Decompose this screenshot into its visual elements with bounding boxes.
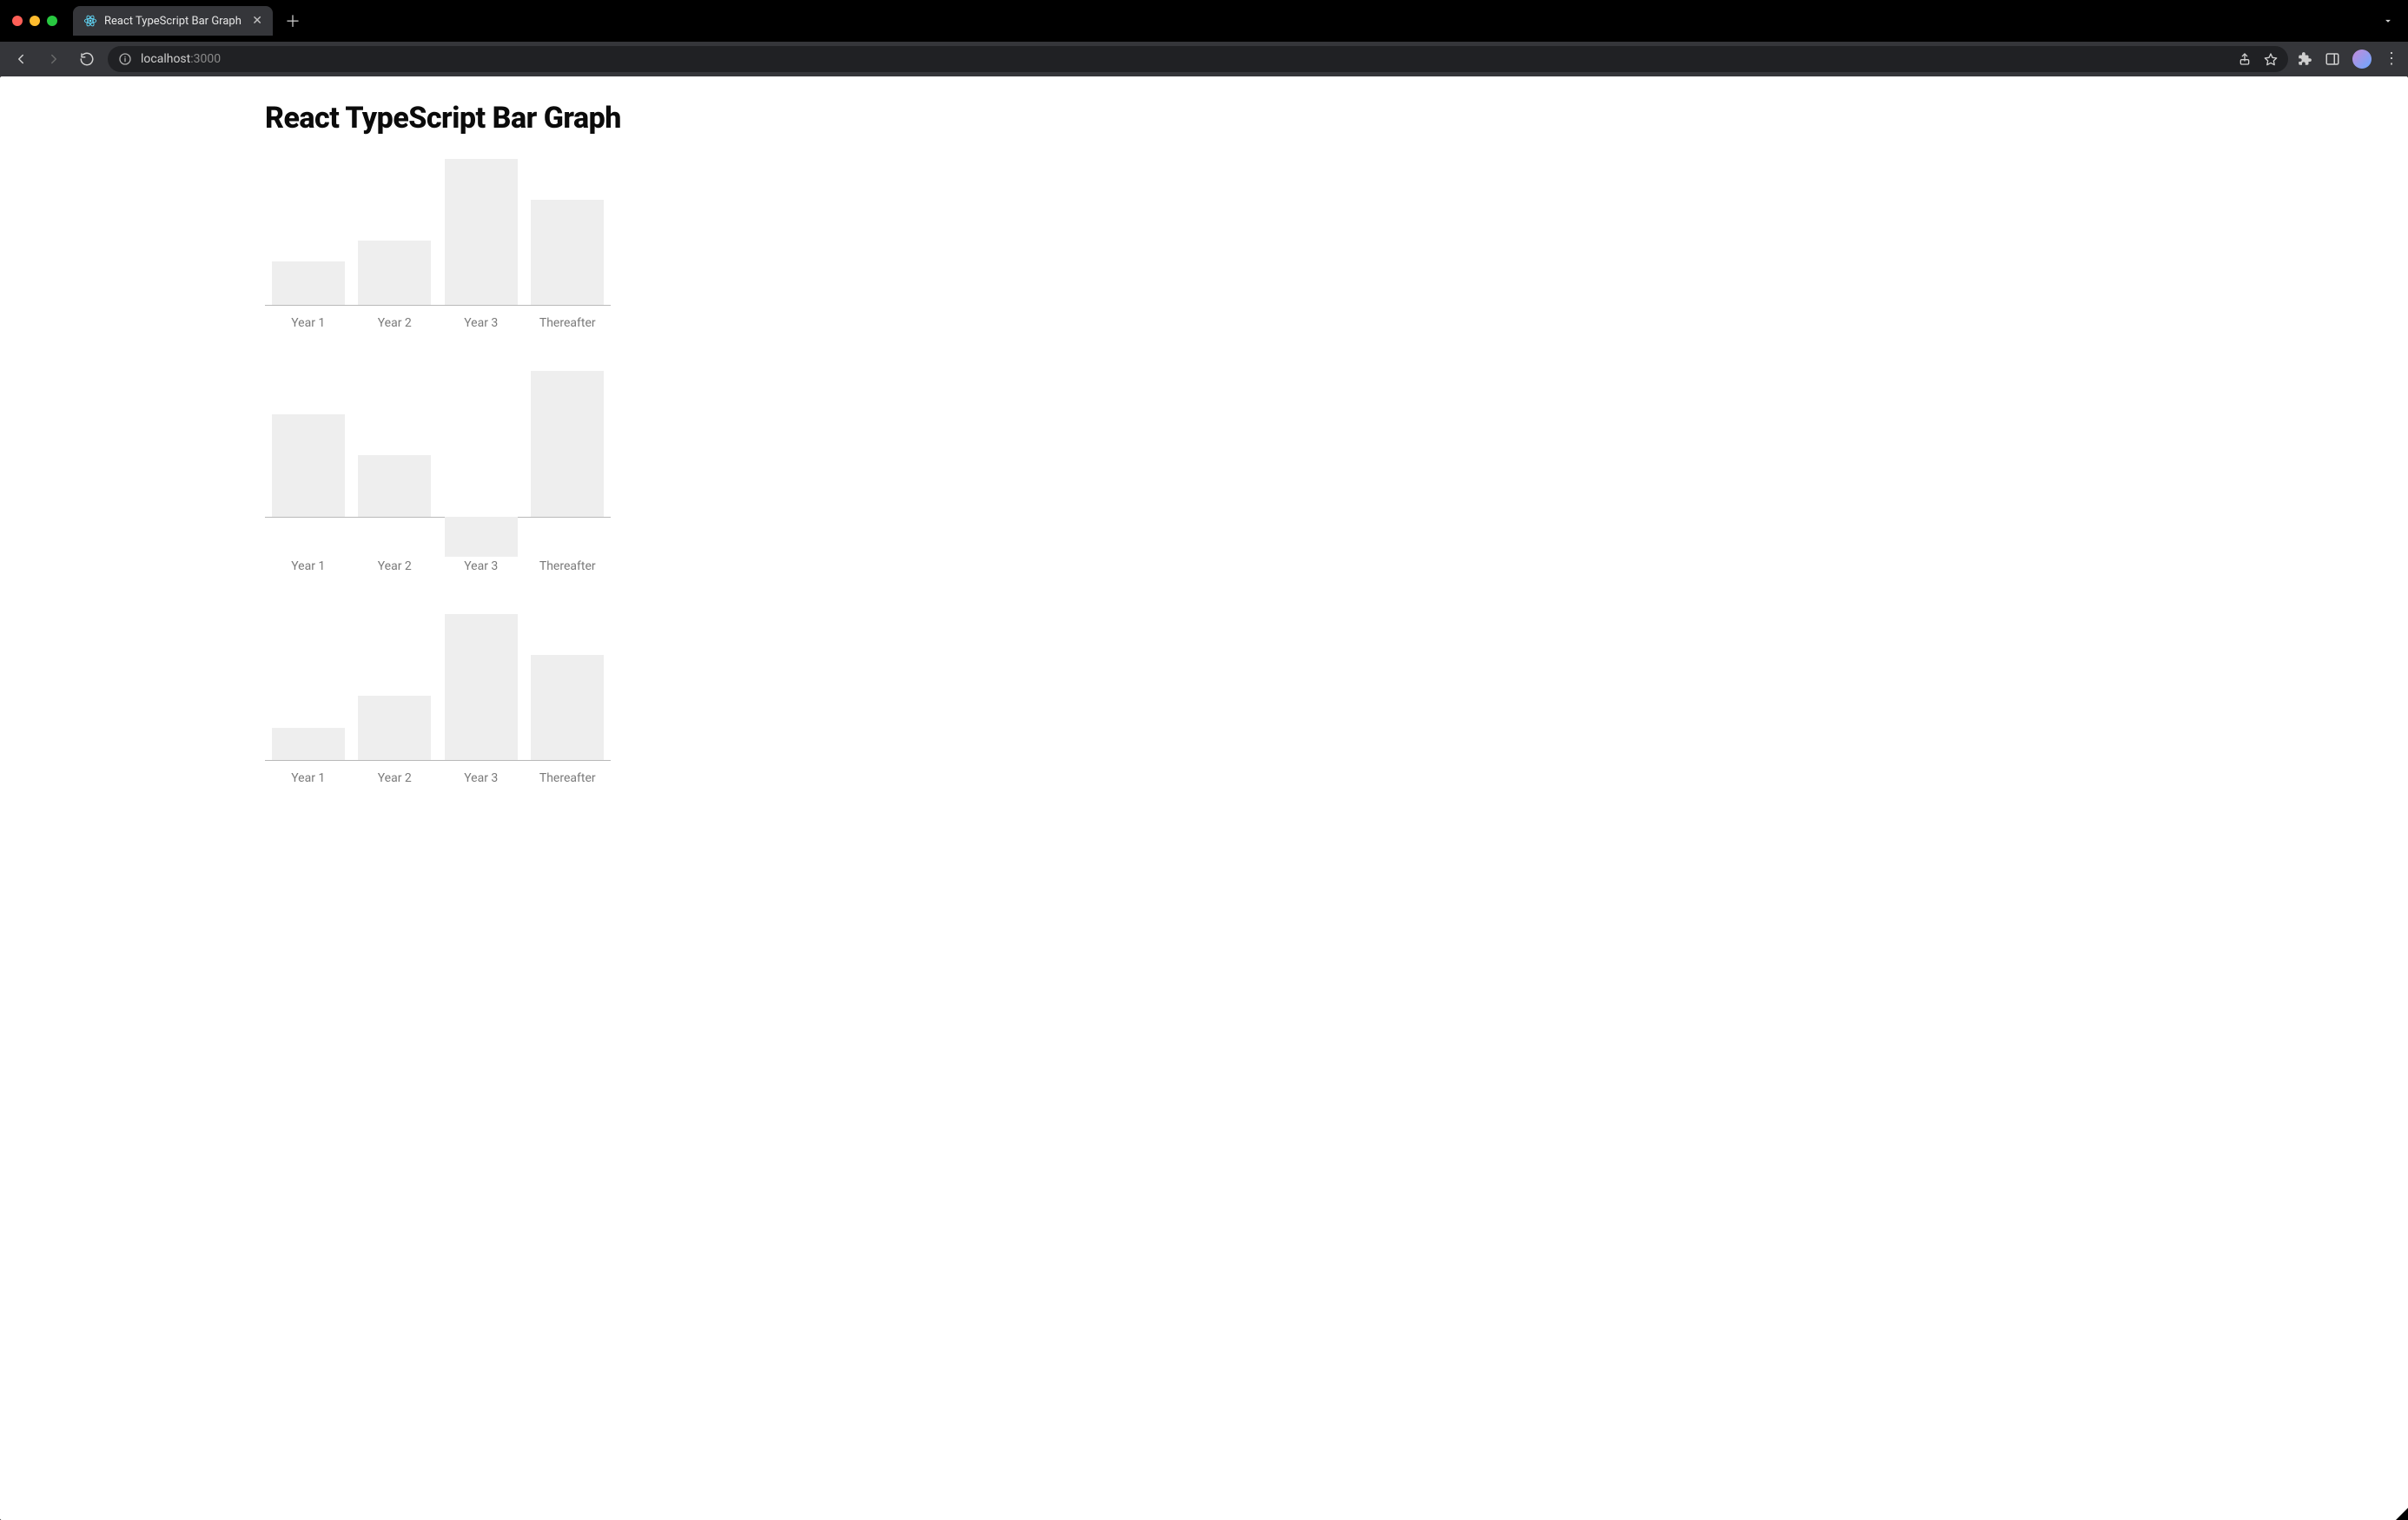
bar (272, 414, 345, 517)
browser-tab[interactable]: React TypeScript Bar Graph ✕ (73, 6, 273, 36)
bars-row (265, 615, 611, 760)
bar (531, 371, 604, 517)
bar-slot (438, 372, 525, 517)
reload-button[interactable] (75, 47, 99, 71)
bar-slot (525, 372, 612, 517)
bar (531, 200, 604, 305)
category-label: Year 1 (265, 316, 352, 330)
category-label: Year 3 (438, 771, 525, 785)
bars-row (265, 160, 611, 305)
bars-row (265, 372, 611, 517)
share-icon[interactable] (2238, 52, 2252, 66)
category-label: Year 2 (352, 316, 439, 330)
extensions-icon[interactable] (2297, 51, 2312, 67)
category-label: Thereafter (525, 316, 612, 330)
bar-slot (438, 615, 525, 760)
close-tab-icon[interactable]: ✕ (252, 15, 262, 27)
bar-slot (265, 615, 352, 760)
charts-region: Year 1Year 2Year 3ThereafterYear 1Year 2… (265, 160, 611, 785)
toolbar-right: ⋮ (2297, 50, 2399, 69)
chart-area (265, 372, 611, 518)
category-label: Thereafter (525, 771, 612, 785)
close-window-button[interactable] (12, 16, 23, 26)
bar-slot (352, 615, 439, 760)
menu-button[interactable]: ⋮ (2384, 51, 2399, 67)
url-text: localhost:3000 (141, 52, 221, 66)
category-label: Year 1 (265, 559, 352, 573)
bar (272, 728, 345, 760)
url-port: :3000 (190, 52, 221, 66)
address-bar[interactable]: localhost:3000 (108, 46, 2288, 72)
bar-slot (525, 160, 612, 305)
bar-slot (352, 372, 439, 517)
bar-slot (438, 160, 525, 305)
forward-button[interactable] (42, 47, 66, 71)
category-labels: Year 1Year 2Year 3Thereafter (265, 771, 611, 785)
tab-title: React TypeScript Bar Graph (104, 15, 241, 28)
category-label: Year 3 (438, 316, 525, 330)
browser-window: React TypeScript Bar Graph ✕ ＋ localhost… (0, 0, 2408, 1520)
bar (358, 241, 431, 305)
bar (445, 517, 518, 557)
category-label: Year 2 (352, 771, 439, 785)
url-host: localhost (141, 52, 190, 66)
bar (272, 261, 345, 305)
bar (531, 655, 604, 760)
bar (358, 696, 431, 760)
new-tab-button[interactable]: ＋ (285, 10, 301, 32)
category-labels: Year 1Year 2Year 3Thereafter (265, 316, 611, 330)
tabstrip: React TypeScript Bar Graph ✕ ＋ (0, 0, 2408, 42)
bar (445, 614, 518, 760)
category-label: Year 2 (352, 559, 439, 573)
category-label: Year 1 (265, 771, 352, 785)
side-panel-icon[interactable] (2325, 51, 2340, 67)
page: React TypeScript Bar Graph Year 1Year 2Y… (0, 76, 2408, 862)
category-label: Thereafter (525, 559, 612, 573)
profile-avatar[interactable] (2352, 50, 2372, 69)
bar-chart: Year 1Year 2Year 3Thereafter (265, 160, 611, 330)
react-icon (83, 14, 97, 28)
back-button[interactable] (9, 47, 33, 71)
fullscreen-window-button[interactable] (47, 16, 57, 26)
bar (358, 455, 431, 517)
bar-chart: Year 1Year 2Year 3Thereafter (265, 615, 611, 785)
tabs-overflow-button[interactable] (2382, 15, 2399, 27)
bar-slot (265, 160, 352, 305)
category-labels: Year 1Year 2Year 3Thereafter (265, 559, 611, 573)
bar-slot (352, 160, 439, 305)
bar-chart: Year 1Year 2Year 3Thereafter (265, 372, 611, 573)
minimize-window-button[interactable] (30, 16, 40, 26)
category-label: Year 3 (438, 559, 525, 573)
chart-area (265, 160, 611, 306)
window-controls (12, 16, 57, 26)
bar-slot (525, 615, 612, 760)
chart-area (265, 615, 611, 761)
content-container: React TypeScript Bar Graph Year 1Year 2Y… (265, 101, 611, 785)
bar-slot (265, 372, 352, 517)
bookmark-icon[interactable] (2264, 52, 2278, 66)
site-info-icon[interactable] (118, 52, 132, 66)
viewport: React TypeScript Bar Graph Year 1Year 2Y… (0, 76, 2408, 1520)
page-title: React TypeScript Bar Graph (265, 101, 611, 135)
toolbar: localhost:3000 ⋮ (0, 42, 2408, 76)
resize-corner-icon (2396, 1508, 2408, 1520)
bar (445, 159, 518, 305)
